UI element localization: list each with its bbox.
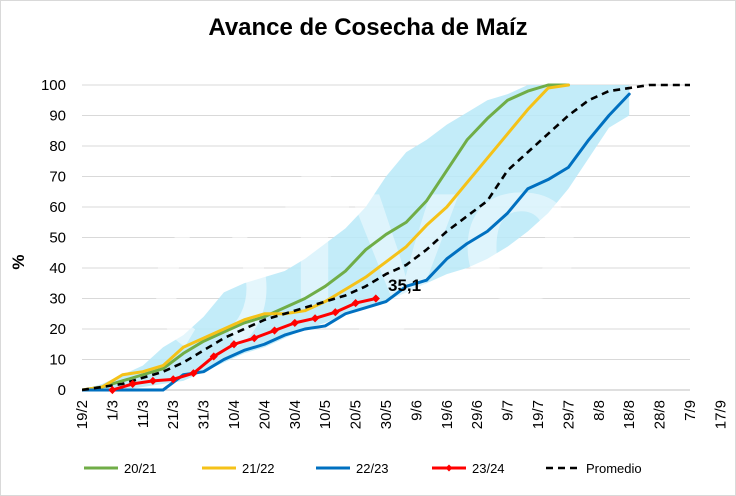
x-tick-label: 28/8 <box>652 400 669 429</box>
x-tick-label: 11/3 <box>135 400 152 428</box>
logo-text: fyo <box>282 120 582 343</box>
x-tick-label: 18/8 <box>621 400 638 429</box>
chart-title: Avance de Cosecha de Maíz <box>208 14 528 41</box>
x-tick-label: 8/8 <box>591 400 608 421</box>
data-point <box>250 334 259 343</box>
legend-label: 22/23 <box>356 461 389 476</box>
data-point <box>351 299 360 308</box>
x-tick-label: 9/6 <box>408 400 425 421</box>
series-line-21-22 <box>82 83 570 392</box>
legend-label: 21/22 <box>242 461 275 476</box>
x-tick-label: 29/7 <box>560 400 577 429</box>
tick-labels: 0 10 20 30 40 50 60 70 80 90 100 19/2 1/3 11/3 21/3 31/… <box>41 77 729 429</box>
data-point <box>128 379 137 388</box>
y-tick-label: 40 <box>49 260 66 277</box>
x-tick-label: 7/9 <box>682 400 699 421</box>
y-tick-label: 80 <box>49 138 66 155</box>
data-point <box>189 369 198 378</box>
y-axis-label: % <box>9 254 28 269</box>
data-point <box>229 340 239 349</box>
data-point <box>270 326 279 335</box>
x-tick-label: 21/3 <box>165 400 182 429</box>
data-point <box>331 308 340 317</box>
x-tick-label: 1/3 <box>104 400 121 421</box>
legend-label: 20/21 <box>124 461 157 476</box>
x-tick-label: 10/4 <box>226 400 243 429</box>
data-point <box>290 318 299 327</box>
data-point <box>371 294 380 303</box>
legend-label: 23/24 <box>472 461 505 476</box>
data-point <box>148 376 157 385</box>
x-tick-label: 30/4 <box>287 400 304 429</box>
y-tick-label: 90 <box>49 108 66 125</box>
series-line-promedio <box>82 83 690 392</box>
logo-left-arc <box>155 229 196 347</box>
annotation-label: 35,1 <box>388 276 421 295</box>
x-tick-label: 19/2 <box>74 400 91 429</box>
series-line-20-21 <box>82 83 570 392</box>
y-tick-label: 60 <box>49 199 66 216</box>
y-tick-label: 70 <box>49 169 66 186</box>
legend-label: Promedio <box>586 461 642 476</box>
data-point <box>209 352 218 361</box>
y-tick-label: 100 <box>41 77 66 94</box>
legend: 20/21 21/22 22/23 23/24 Promedio <box>84 461 642 476</box>
y-tick-label: 10 <box>49 352 66 369</box>
y-tick-label: 50 <box>49 230 66 247</box>
x-tick-label: 30/5 <box>378 400 395 429</box>
x-tick-label: 20/5 <box>348 400 365 429</box>
y-tick-label: 30 <box>49 291 66 308</box>
data-point <box>311 314 320 323</box>
y-tick-label: 20 <box>49 321 66 338</box>
data-point <box>108 385 117 395</box>
x-tick-label: 31/3 <box>196 400 213 429</box>
y-tick-label: 0 <box>58 382 66 399</box>
data-point <box>169 375 178 384</box>
x-tick-label: 20/4 <box>256 400 273 429</box>
x-tick-label: 9/7 <box>500 400 517 421</box>
x-tick-label: 29/6 <box>469 400 486 429</box>
series-markers <box>108 294 380 395</box>
range-band <box>82 85 630 390</box>
range-band-area <box>82 85 630 390</box>
x-tick-label: 19/6 <box>439 400 456 429</box>
x-tick-label: 17/9 <box>712 400 729 429</box>
x-tick-label: 19/7 <box>530 400 547 429</box>
legend-marker <box>445 464 453 472</box>
x-tick-label: 10/5 <box>317 400 334 429</box>
